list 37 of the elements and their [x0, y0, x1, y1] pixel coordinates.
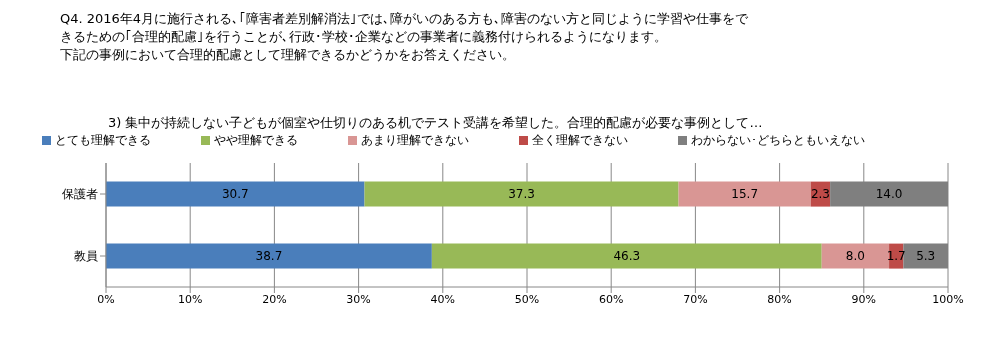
x-tick-label: 100% — [932, 292, 964, 306]
data-label: 2.3 — [810, 187, 830, 202]
data-label: 5.3 — [916, 249, 936, 264]
bar — [364, 181, 679, 207]
legend-label: やや理解できる — [213, 133, 298, 147]
y-tick-label: 教員 — [74, 249, 98, 264]
bar — [431, 243, 822, 269]
data-label: 46.3 — [613, 249, 641, 264]
text: 3) 集中が持続しない子どもが個室や仕切りのある机でテスト受講を希望した。合理的配慮が必要な事例として… — [107, 114, 764, 132]
data-label: 14.0 — [875, 187, 903, 202]
x-tick-label: 10% — [177, 292, 203, 306]
x-tick-label: 40% — [430, 292, 456, 306]
x-tick-label: 20% — [262, 292, 287, 306]
bar — [106, 181, 365, 207]
data-label: 38.7 — [255, 249, 283, 264]
x-tick-label: 90% — [851, 292, 877, 306]
x-tick-label: 0% — [97, 292, 115, 306]
bar — [821, 243, 890, 269]
data-label: 15.7 — [731, 187, 759, 202]
y-tick-label: 保護者 — [62, 187, 98, 202]
bar — [678, 181, 811, 207]
data-label: 8.0 — [845, 249, 865, 264]
x-tick-label: 80% — [767, 292, 792, 306]
chart-title: Q4. 2016年4月に施行される､｢障害者差別解消法｣では､障がいのある方も､障害のない方と同じように学習や仕事をできるための｢合理的配慮｣を行うことが､行政･学校･企業などの事業者に義務付けられるようになります。 — [60, 10, 750, 46]
chart-subtitle: 下記の事例において合理的配慮として理解できるかどうかをお答えください。 — [60, 46, 516, 64]
bar — [106, 243, 432, 269]
x-tick-label: 30% — [346, 292, 371, 306]
data-label: 1.7 — [886, 249, 906, 264]
x-tick-label: 60% — [598, 292, 624, 306]
legend-label: とても理解できる — [54, 133, 151, 147]
legend-label: 全く理解できない — [531, 133, 628, 147]
data-label: 37.3 — [508, 187, 535, 202]
x-tick-label: 70% — [683, 292, 708, 306]
legend-label: あまり理解できない — [360, 133, 469, 147]
x-tick-label: 50% — [514, 292, 540, 306]
legend-label: わからない･どちらともいえない — [690, 133, 865, 147]
data-label: 30.7 — [221, 187, 249, 202]
